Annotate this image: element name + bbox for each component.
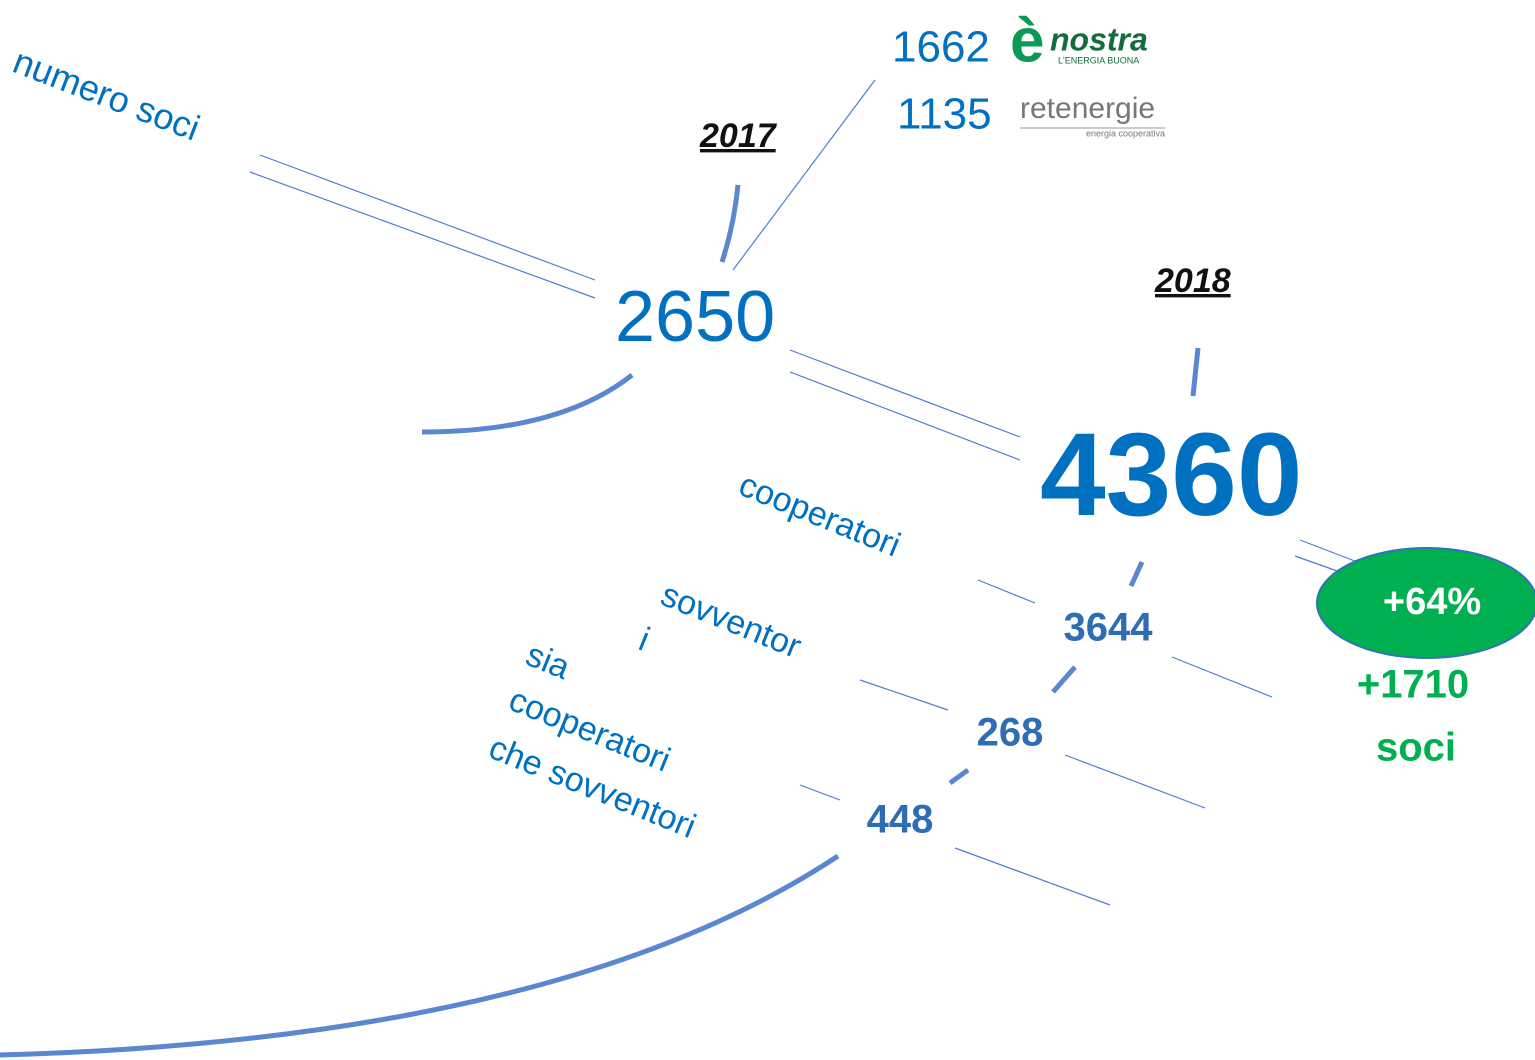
line: [859, 679, 949, 711]
line: [789, 371, 1021, 461]
line: [1294, 555, 1341, 573]
line: [789, 349, 1021, 438]
arc: [421, 373, 634, 435]
breakdown-value: 268: [977, 711, 1044, 755]
total-2017: 2650: [615, 277, 775, 357]
line: [1299, 539, 1361, 564]
arc: [719, 184, 741, 263]
arc: [1128, 560, 1145, 588]
logo-prefix: è: [1010, 6, 1044, 75]
breakdown-label: i: [634, 621, 655, 659]
arc: [1051, 665, 1077, 694]
line: [732, 79, 876, 271]
line: [1171, 656, 1273, 698]
year: 2017: [699, 117, 778, 155]
line: [954, 847, 1111, 906]
line: [249, 171, 596, 299]
growth-members: +1710: [1357, 663, 1469, 707]
logo: nostra: [1050, 21, 1148, 57]
breakdown-value: 3644: [1064, 606, 1154, 650]
breakdown-value: 448: [867, 798, 934, 842]
year: 2018: [1154, 262, 1231, 300]
logo-tagline: L'ENERGIA BUONA: [1058, 55, 1139, 65]
label: numero soci: [8, 40, 206, 149]
line: [799, 784, 841, 801]
member-count: 1662: [892, 23, 990, 72]
arc: [1190, 347, 1201, 397]
line: [259, 154, 596, 281]
line: [977, 579, 1036, 604]
total-2018: 4360: [1040, 409, 1303, 541]
member-count: 1135: [897, 90, 992, 139]
growth-unit: soci: [1376, 726, 1456, 770]
growth-percent: +64%: [1383, 581, 1481, 623]
line: [1064, 754, 1206, 809]
logo-tagline: energia cooperativa: [1086, 128, 1165, 138]
breakdown-label: cooperatori: [734, 466, 906, 565]
logo: retenergie: [1020, 92, 1155, 125]
breakdown-label: sovventor: [656, 576, 807, 666]
breakdown-label: sia: [521, 636, 576, 688]
growth-badge: [1316, 547, 1535, 659]
arc: [948, 767, 970, 786]
arc: [0, 853, 840, 1058]
